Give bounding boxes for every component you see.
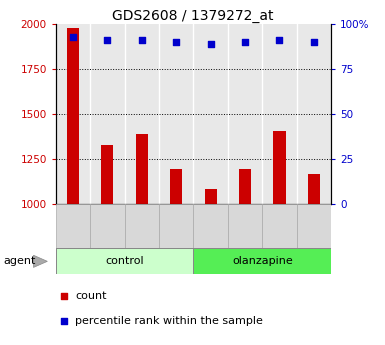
Point xyxy=(208,41,214,47)
Point xyxy=(70,34,76,39)
Bar xyxy=(228,204,262,248)
Bar xyxy=(125,204,159,248)
Bar xyxy=(194,248,331,274)
Bar xyxy=(67,28,79,204)
Text: agent: agent xyxy=(4,256,36,266)
Point xyxy=(104,38,110,43)
Bar xyxy=(56,204,90,248)
Bar xyxy=(170,169,182,204)
Text: control: control xyxy=(105,256,144,266)
Bar xyxy=(194,204,228,248)
Text: GDS2608 / 1379272_at: GDS2608 / 1379272_at xyxy=(112,9,273,23)
Point xyxy=(139,38,145,43)
Bar xyxy=(101,145,114,204)
Text: percentile rank within the sample: percentile rank within the sample xyxy=(75,316,263,326)
Text: count: count xyxy=(75,292,107,302)
Point xyxy=(276,38,283,43)
Bar xyxy=(297,204,331,248)
Bar xyxy=(262,204,297,248)
Point xyxy=(61,294,67,299)
Bar xyxy=(136,134,148,204)
Point xyxy=(242,39,248,45)
Point xyxy=(61,318,67,323)
Bar xyxy=(239,169,251,204)
Polygon shape xyxy=(33,255,47,267)
Bar xyxy=(273,131,286,204)
Bar xyxy=(159,204,194,248)
Bar xyxy=(308,174,320,204)
Point xyxy=(173,39,179,45)
Bar xyxy=(90,204,125,248)
Bar xyxy=(56,248,194,274)
Point xyxy=(311,39,317,45)
Bar xyxy=(205,189,217,204)
Text: olanzapine: olanzapine xyxy=(232,256,293,266)
